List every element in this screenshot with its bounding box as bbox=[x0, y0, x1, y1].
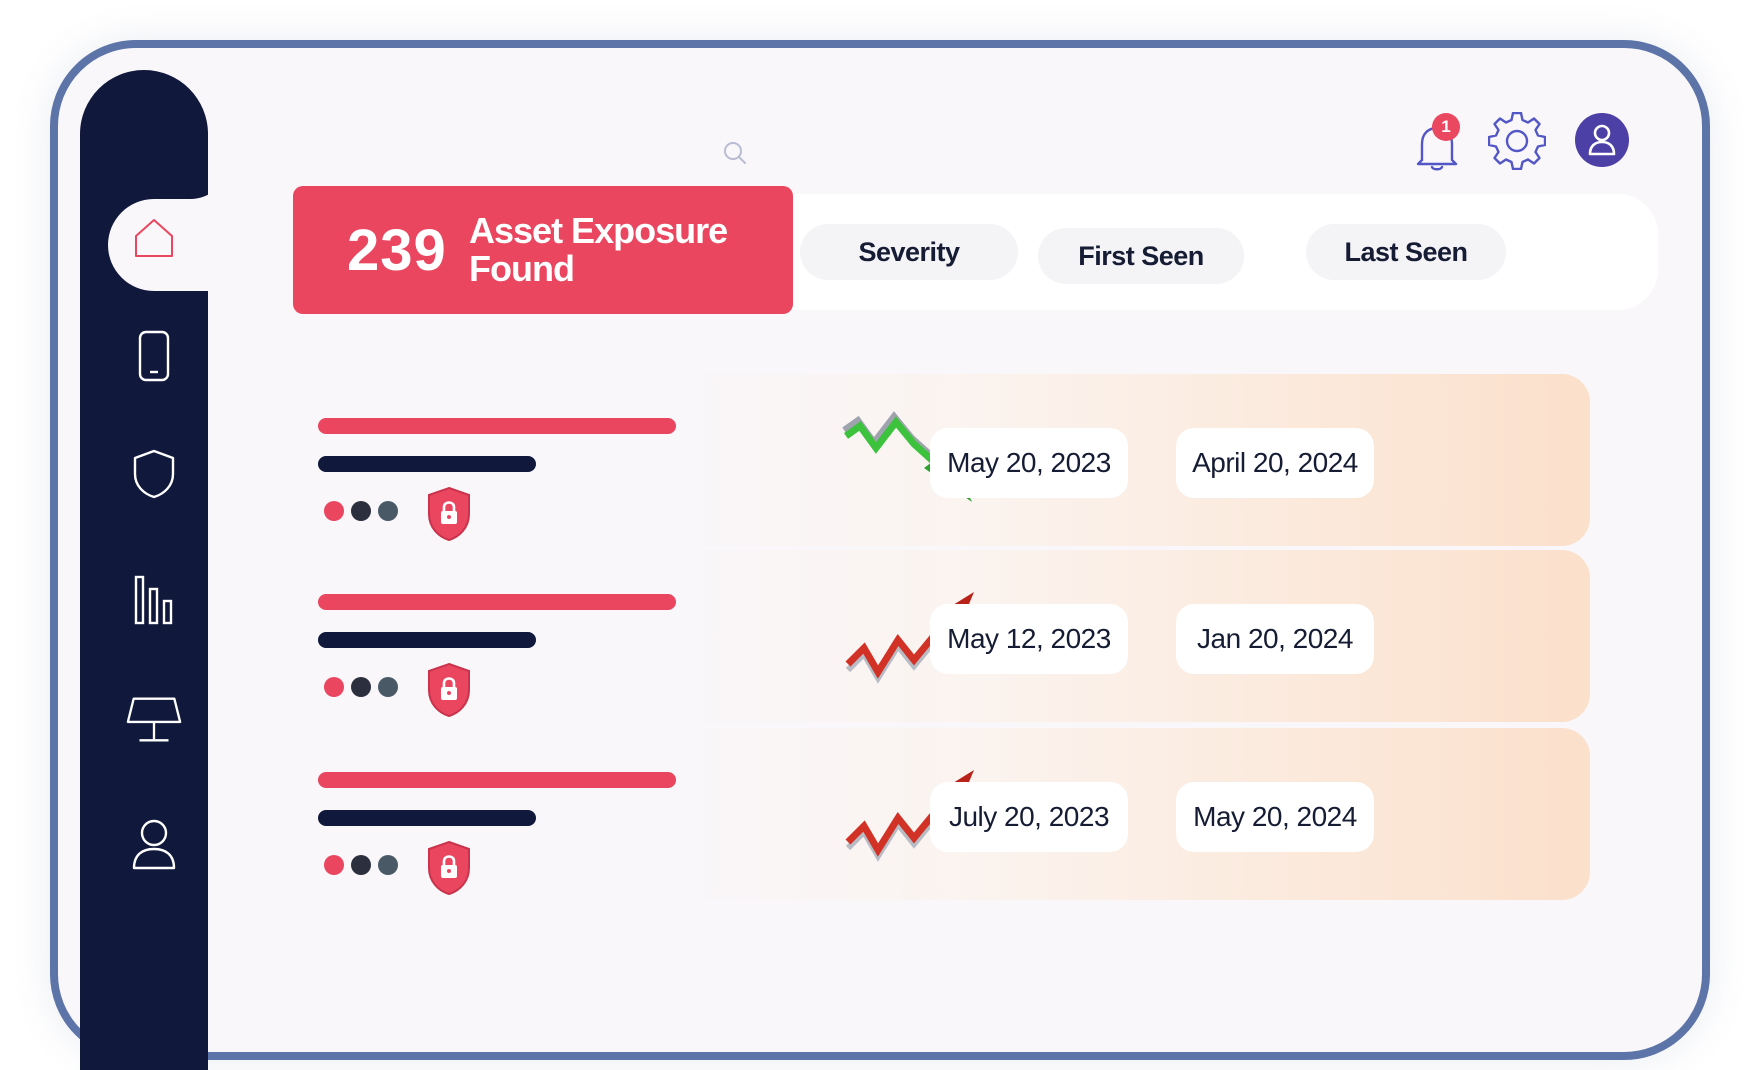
placeholder-bar-secondary bbox=[318, 632, 536, 648]
shield-lock-icon bbox=[428, 662, 470, 718]
phone-icon[interactable] bbox=[124, 326, 184, 386]
shield-icon[interactable] bbox=[124, 444, 184, 504]
status-dot bbox=[324, 677, 344, 697]
status-dot bbox=[378, 501, 398, 521]
severity-filter[interactable]: Severity bbox=[800, 224, 1018, 280]
first-seen-filter[interactable]: First Seen bbox=[1038, 228, 1244, 284]
row-background bbox=[670, 550, 1590, 722]
row-background bbox=[670, 374, 1590, 546]
row-background bbox=[670, 728, 1590, 900]
last-seen-date: May 20, 2024 bbox=[1176, 782, 1374, 852]
placeholder-bar-primary bbox=[318, 772, 676, 788]
first-seen-date: May 12, 2023 bbox=[930, 604, 1128, 674]
user-icon bbox=[1588, 124, 1616, 156]
status-dot bbox=[351, 501, 371, 521]
first-seen-date: May 20, 2023 bbox=[930, 428, 1128, 498]
first-seen-date: July 20, 2023 bbox=[930, 782, 1128, 852]
user-icon[interactable] bbox=[124, 814, 184, 874]
shield-lock-icon bbox=[428, 486, 470, 542]
asset-exposure-card[interactable]: 239 Asset Exposure Found bbox=[293, 186, 793, 314]
status-dot bbox=[351, 855, 371, 875]
sidebar-active-notch bbox=[108, 199, 230, 291]
home-icon[interactable] bbox=[124, 208, 184, 268]
exposure-label-line1: Asset Exposure bbox=[469, 210, 728, 251]
search-icon[interactable] bbox=[722, 140, 748, 166]
bar-chart-icon[interactable] bbox=[124, 570, 184, 630]
last-seen-date: April 20, 2024 bbox=[1176, 428, 1374, 498]
notification-badge: 1 bbox=[1432, 113, 1460, 141]
placeholder-bar-secondary bbox=[318, 456, 536, 472]
status-dot bbox=[324, 855, 344, 875]
status-dot bbox=[351, 677, 371, 697]
exposure-count: 239 bbox=[347, 217, 447, 283]
last-seen-date: Jan 20, 2024 bbox=[1176, 604, 1374, 674]
status-dot bbox=[378, 855, 398, 875]
placeholder-bar-secondary bbox=[318, 810, 536, 826]
shield-lock-icon bbox=[428, 840, 470, 896]
status-dot bbox=[324, 501, 344, 521]
status-dot bbox=[378, 677, 398, 697]
exposure-label: Asset Exposure Found bbox=[469, 210, 728, 289]
table-row[interactable]: May 12, 2023 Jan 20, 2024 bbox=[290, 550, 1590, 722]
placeholder-bar-primary bbox=[318, 418, 676, 434]
last-seen-filter[interactable]: Last Seen bbox=[1306, 224, 1506, 280]
gear-icon[interactable] bbox=[1488, 112, 1546, 170]
monitor-icon[interactable] bbox=[124, 690, 184, 750]
placeholder-bar-primary bbox=[318, 594, 676, 610]
table-row[interactable]: May 20, 2023 April 20, 2024 bbox=[290, 374, 1590, 546]
avatar[interactable] bbox=[1575, 113, 1629, 167]
table-row[interactable]: July 20, 2023 May 20, 2024 bbox=[290, 728, 1590, 900]
exposure-label-line2: Found bbox=[469, 248, 575, 289]
